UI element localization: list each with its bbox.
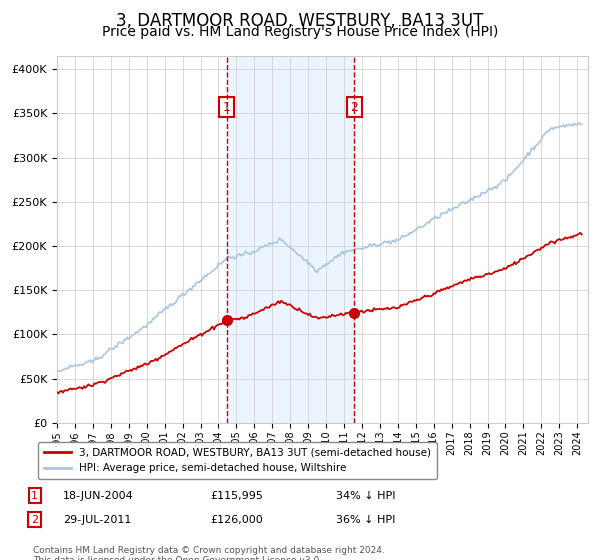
Text: 36% ↓ HPI: 36% ↓ HPI (336, 515, 395, 525)
Text: 2: 2 (31, 515, 38, 525)
Text: 2: 2 (350, 101, 358, 114)
Text: 18-JUN-2004: 18-JUN-2004 (63, 491, 134, 501)
Text: 29-JUL-2011: 29-JUL-2011 (63, 515, 131, 525)
Bar (227, 56, 354, 423)
Text: £115,995: £115,995 (210, 491, 263, 501)
Legend: 3, DARTMOOR ROAD, WESTBURY, BA13 3UT (semi-detached house), HPI: Average price, : 3, DARTMOOR ROAD, WESTBURY, BA13 3UT (se… (38, 442, 437, 479)
Text: 34% ↓ HPI: 34% ↓ HPI (336, 491, 395, 501)
Text: Price paid vs. HM Land Registry's House Price Index (HPI): Price paid vs. HM Land Registry's House … (102, 25, 498, 39)
Text: Contains HM Land Registry data © Crown copyright and database right 2024.
This d: Contains HM Land Registry data © Crown c… (33, 546, 385, 560)
Text: 3, DARTMOOR ROAD, WESTBURY, BA13 3UT: 3, DARTMOOR ROAD, WESTBURY, BA13 3UT (116, 12, 484, 30)
Text: £126,000: £126,000 (210, 515, 263, 525)
Text: 1: 1 (31, 491, 38, 501)
Text: 1: 1 (223, 101, 230, 114)
